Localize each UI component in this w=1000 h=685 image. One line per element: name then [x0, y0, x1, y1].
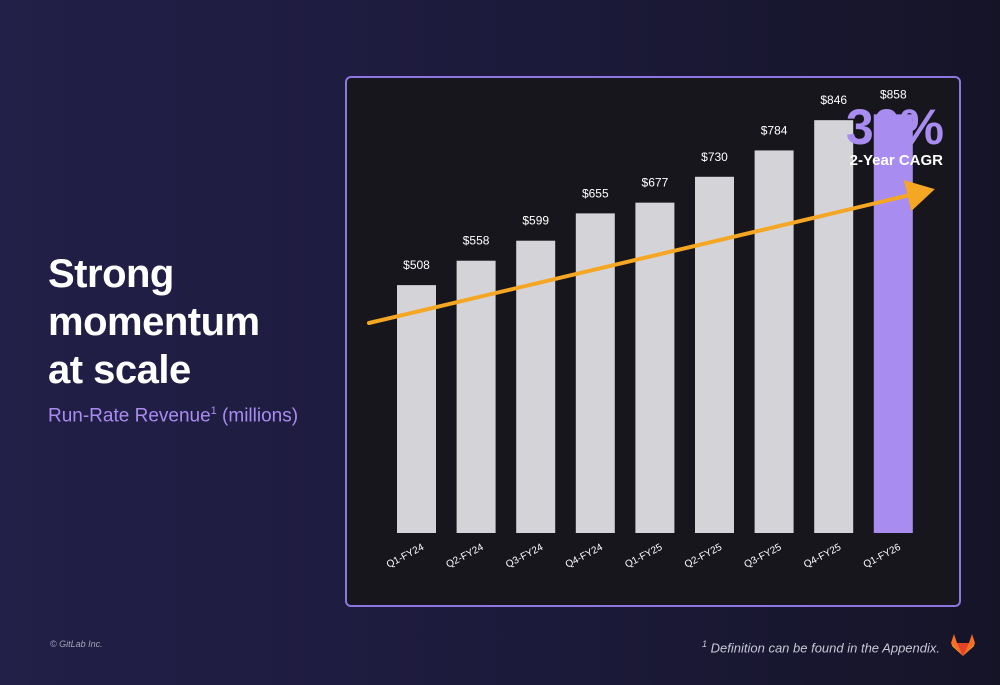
bar-Q3-FY24	[516, 240, 556, 533]
footnote: 1 Definition can be found in the Appendi…	[702, 639, 940, 655]
bar-Q1-FY24	[397, 285, 436, 533]
x-tick-label: Q2-FY25	[683, 542, 724, 571]
gitlab-logo-icon	[951, 634, 975, 656]
data-label: $858	[880, 87, 907, 101]
bar-Q4-FY24	[575, 213, 615, 533]
cagr-label: 2-Year CAGR	[849, 152, 943, 169]
data-label: $846	[820, 93, 847, 107]
footnote-text: Definition can be found in the Appendix.	[710, 640, 940, 656]
cagr-value: 30%	[845, 99, 944, 155]
footnote-marker: 1	[210, 405, 217, 417]
data-label: $599	[522, 214, 549, 228]
bar-Q1-FY26	[873, 114, 913, 533]
bar-Q4-FY25	[814, 120, 854, 533]
bar-chart: $508 $558 $599 $655 $677 $730 $784 $846 $858 Q1-…	[367, 87, 935, 571]
bar-Q2-FY24	[456, 260, 496, 533]
trend-arrow	[367, 180, 935, 325]
subtitle: Run-Rate Revenue1 (millions)	[48, 405, 298, 427]
x-tick-label: Q4-FY24	[564, 542, 605, 571]
x-tick-label: Q3-FY25	[743, 542, 784, 571]
x-tick-label: Q1-FY26	[862, 542, 903, 571]
subtitle-suffix: (millions)	[216, 405, 299, 427]
data-label: $558	[463, 234, 490, 248]
x-tick-label: Q3-FY24	[504, 542, 545, 571]
footnote-marker: 1	[702, 639, 708, 649]
subtitle-text: Run-Rate Revenue	[48, 405, 211, 427]
headline-line: momentum	[48, 300, 260, 344]
data-label: $730	[701, 150, 728, 164]
copyright: © GitLab Inc.	[50, 639, 103, 649]
x-tick-label: Q1-FY24	[385, 542, 426, 571]
headline-line: Strong	[48, 252, 174, 296]
cagr-callout: 30% 2-Year CAGR	[845, 99, 944, 169]
data-label: $655	[582, 186, 609, 200]
headline: Strong momentum at scale	[48, 250, 260, 394]
data-label: $784	[761, 123, 788, 137]
data-label: $677	[642, 176, 669, 190]
headline-line: at scale	[48, 348, 191, 392]
x-tick-label: Q2-FY24	[445, 542, 486, 571]
chart-panel: $508 $558 $599 $655 $677 $730 $784 $846 $858 Q1-…	[345, 76, 961, 607]
data-label: $508	[403, 258, 430, 272]
x-tick-label: Q4-FY25	[802, 542, 843, 571]
bar-Q2-FY25	[695, 176, 734, 533]
bar-Q3-FY25	[754, 150, 794, 533]
x-tick-label: Q1-FY25	[623, 542, 664, 571]
